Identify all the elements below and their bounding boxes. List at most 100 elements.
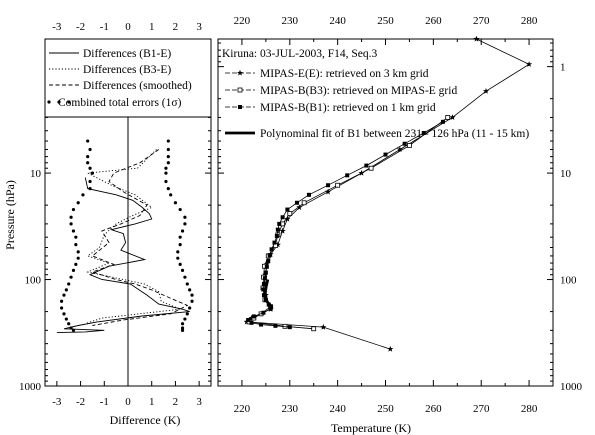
error-point: [60, 299, 64, 303]
filled-square-marker: [251, 314, 256, 319]
filled-square-marker: [272, 240, 277, 245]
x-tick-label-top: 250: [377, 15, 394, 27]
x-tick-label-top: 3: [196, 21, 202, 33]
y-tick-label-right: 10: [560, 168, 572, 180]
error-point: [166, 139, 170, 143]
filled-square-marker: [306, 192, 311, 197]
error-point: [185, 312, 189, 316]
filled-square-marker: [269, 247, 274, 252]
filled-square-marker: [266, 259, 271, 264]
filled-square-marker: [263, 270, 268, 275]
difference-panel: -3 -3 -2 -2 -1 -1 0 0 1 1 2 2 3 3 10 100 1000: [19, 21, 212, 408]
star-marker: [396, 146, 403, 153]
error-point: [90, 171, 95, 175]
right-legend-label-1: MIPAS-E(E): retrieved on 3 km grid: [260, 68, 429, 80]
star-marker: [296, 204, 303, 210]
error-point: [69, 275, 73, 279]
star-marker: [526, 61, 533, 67]
error-point: [166, 187, 170, 191]
x-tick-label-top: -1: [100, 21, 109, 33]
error-point: [86, 161, 90, 165]
error-point: [183, 317, 187, 321]
open-square-marker: [301, 200, 307, 206]
error-point: [86, 155, 90, 159]
error-point: [176, 250, 180, 254]
diff-series-line-1: [56, 177, 190, 334]
x-tick-label-bottom: 220: [234, 403, 251, 415]
error-point: [64, 288, 68, 292]
left-legend-label-4: Combined total errors (1σ): [58, 97, 182, 109]
filled-square-marker: [267, 253, 272, 258]
x-tick-label-bottom: 280: [521, 403, 538, 415]
x-tick-label-bottom: 260: [425, 403, 442, 415]
x-tick-label-top: 280: [521, 15, 538, 27]
error-point: [166, 155, 170, 159]
error-point: [169, 193, 173, 197]
error-point: [81, 193, 85, 197]
error-point: [88, 187, 92, 191]
left-legend-swatch-dot: [57, 100, 61, 104]
x-tick-label-top: 0: [125, 21, 131, 33]
error-point: [178, 243, 182, 247]
x-tick-label-bottom: 250: [377, 403, 394, 415]
filled-square-marker: [364, 163, 369, 168]
right-legend-star: [237, 69, 243, 76]
error-point: [88, 147, 92, 152]
x-tick-label-top: -3: [52, 21, 62, 33]
error-point: [71, 207, 76, 212]
error-point: [176, 256, 180, 260]
x-tick-label-top: 230: [282, 15, 299, 27]
left-legend-box: [44, 38, 212, 118]
error-point: [71, 229, 76, 233]
left-legend-swatch-dot: [47, 100, 51, 104]
filled-square-marker: [287, 325, 292, 330]
error-point: [188, 288, 192, 292]
error-point: [173, 201, 178, 205]
y-tick-label-right: 1: [560, 62, 566, 74]
x-tick-label-top: 2: [173, 21, 179, 33]
error-point: [180, 328, 185, 332]
x-tick-label-bottom: 0: [125, 396, 131, 408]
left-xlabel: Difference (K): [110, 413, 181, 427]
x-tick-label-top: -2: [76, 21, 85, 33]
x-tick-label-bottom: 1: [149, 396, 155, 408]
right-legend-open-square: [237, 87, 243, 93]
temp-series-line-3: [247, 121, 444, 328]
right-xlabel: Temperature (K): [331, 421, 411, 435]
error-point: [60, 306, 64, 310]
error-point: [164, 171, 168, 175]
filled-square-marker: [259, 322, 264, 327]
filled-square-marker: [294, 200, 299, 205]
filled-square-marker: [261, 310, 266, 315]
right-legend-label-2: MIPAS-B(B3): retrieved on MIPAS-E grid: [260, 85, 457, 97]
error-point: [180, 229, 185, 233]
x-tick-label-top: 220: [234, 15, 251, 27]
open-square-marker: [407, 143, 412, 148]
left-legend-label-3: Differences (smoothed): [83, 80, 192, 92]
error-point: [178, 262, 182, 266]
error-point: [69, 222, 73, 226]
left-ylabel: Pressure (hPa): [3, 180, 17, 250]
open-square-marker: [311, 326, 317, 332]
filled-square-marker: [261, 281, 266, 286]
diff-series-line-2: [85, 149, 182, 325]
y-tick-label-right: 100: [560, 275, 577, 287]
filled-square-marker: [421, 130, 426, 135]
error-point: [74, 262, 78, 266]
y-tick-label-right: 1000: [560, 381, 583, 393]
right-legend-label-3: MIPAS-B(B1): retrieved on 1 km grid: [260, 102, 436, 114]
error-point: [166, 161, 170, 165]
error-point: [178, 207, 182, 212]
filled-square-marker: [280, 215, 285, 220]
filled-square-marker: [261, 287, 266, 292]
x-tick-label-top: 1: [149, 21, 155, 33]
error-point: [188, 306, 192, 310]
error-point: [190, 293, 194, 297]
filled-square-marker: [383, 152, 388, 157]
error-point: [166, 147, 170, 152]
filled-square-marker: [273, 323, 278, 328]
left-legend-label-2: Differences (B3-E): [83, 64, 171, 76]
error-point: [62, 312, 66, 316]
y-tick-label: 10: [30, 168, 42, 180]
filled-square-marker: [268, 306, 273, 311]
